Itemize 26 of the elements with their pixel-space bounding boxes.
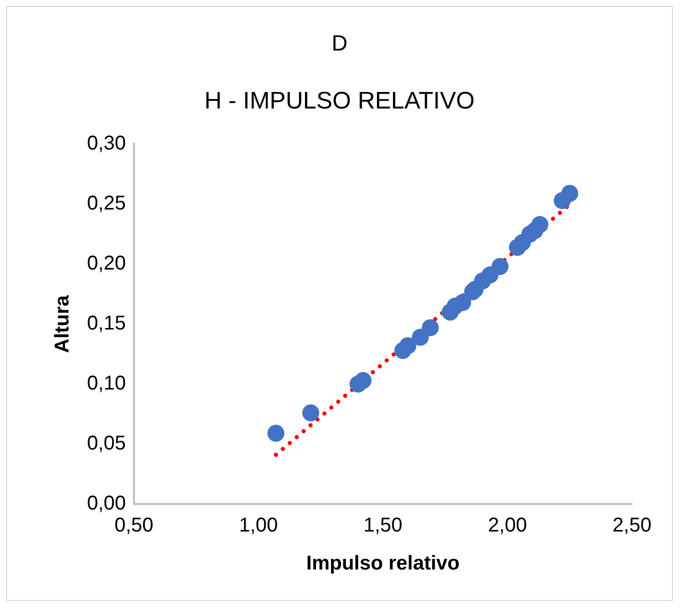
y-tick-label: 0,20 (86, 252, 126, 275)
point (454, 294, 472, 312)
x-tick-label: 1,50 (363, 514, 402, 537)
x-tick-label: 2,00 (488, 514, 527, 537)
y-tick-label: 0,05 (86, 432, 126, 455)
point (267, 424, 284, 442)
chart-title: D (332, 30, 348, 56)
point (302, 404, 320, 422)
point (354, 372, 372, 389)
point (492, 258, 509, 276)
point (531, 216, 548, 234)
chart-subtitle: H - IMPULSO RELATIVO (204, 87, 475, 114)
x-tick-label: 0,50 (114, 514, 154, 537)
y-tick-label: 0,25 (86, 192, 126, 215)
x-tick-label: 2,50 (612, 514, 652, 537)
point (561, 184, 578, 202)
x-axis-title: Impulso relativo (306, 552, 460, 575)
y-tick-label: 0,00 (86, 492, 126, 515)
x-tick-label: 1,00 (238, 514, 278, 537)
y-tick-label: 0,15 (86, 312, 126, 335)
point (412, 328, 429, 346)
y-tick-label: 0,10 (86, 372, 126, 395)
point (422, 319, 439, 336)
point (399, 337, 416, 354)
y-tick-label: 0,30 (86, 132, 126, 155)
y-axis-title: Altura (52, 294, 74, 353)
